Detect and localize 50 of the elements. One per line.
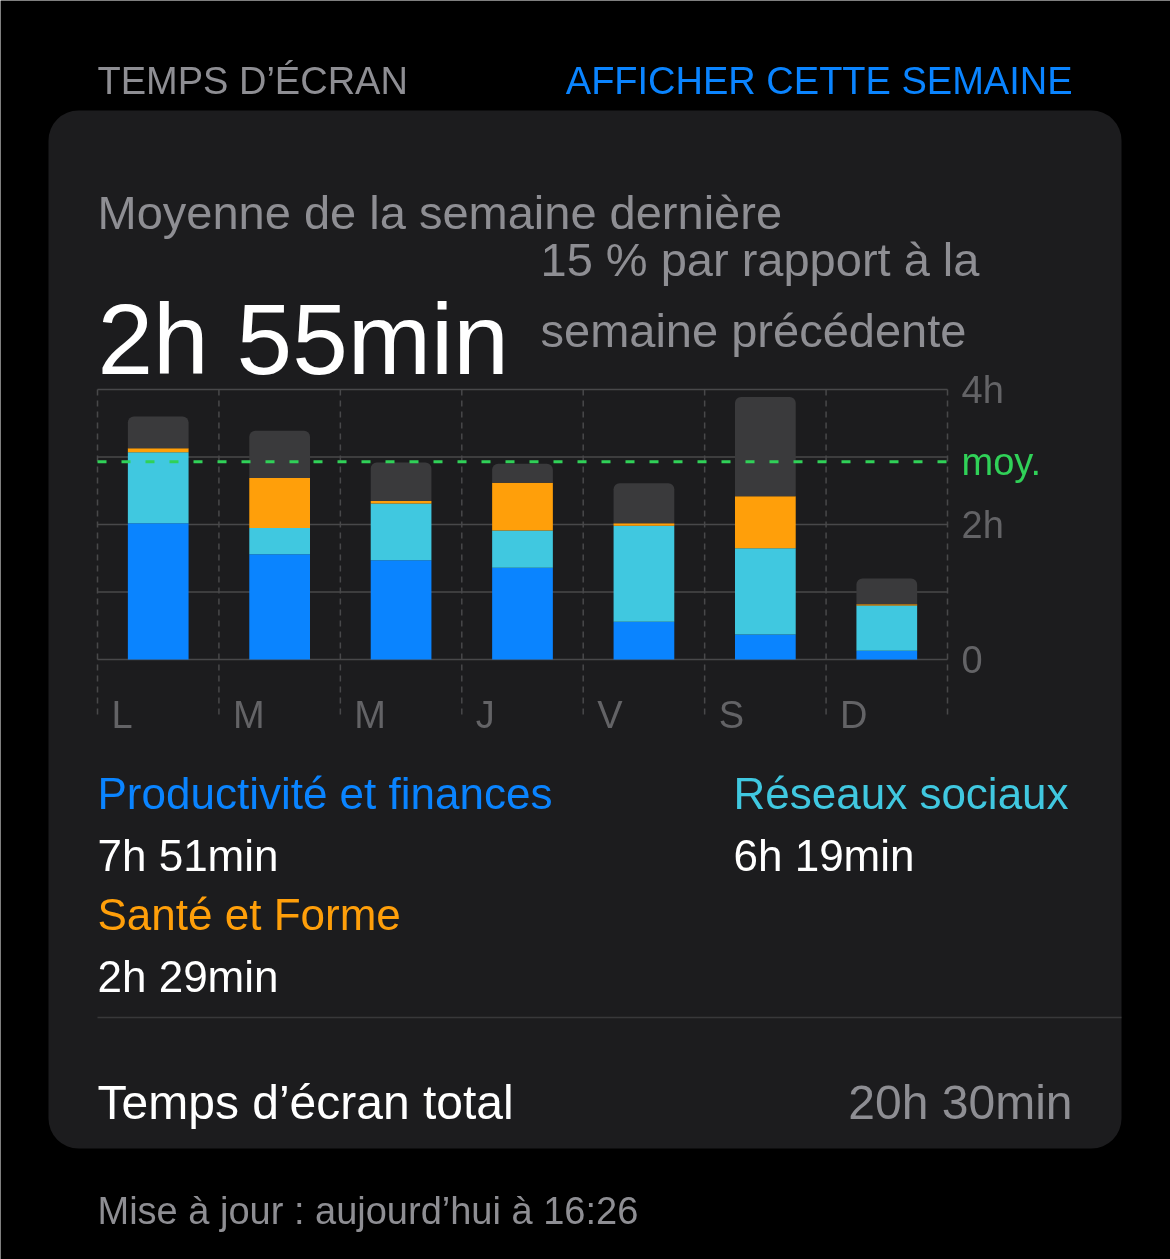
text: 7h 51min	[97, 831, 279, 880]
text: 6h 19min	[733, 831, 915, 880]
bar	[127, 523, 189, 660]
bar	[613, 483, 675, 524]
x-tick-label: V	[597, 693, 624, 736]
text: Réseaux sociaux	[733, 769, 1069, 818]
bar	[127, 452, 189, 524]
bar	[249, 554, 310, 660]
y-tick-label: 2h	[961, 503, 1004, 546]
x-tick-label: J	[475, 693, 495, 736]
x-tick-label: L	[111, 693, 133, 736]
bar	[492, 463, 553, 483]
ref-line-label: moy.	[961, 440, 1042, 483]
bar	[127, 416, 189, 449]
x-tick-label: M	[354, 693, 387, 736]
bar	[249, 430, 310, 478]
bar	[735, 496, 796, 549]
bar	[370, 560, 432, 660]
text: 2h 29min	[97, 952, 279, 1001]
bar	[613, 523, 675, 526]
text: Mise à jour : aujourd’hui à 16:26	[97, 1189, 639, 1232]
bar	[856, 605, 918, 651]
text: TEMPS D’ÉCRAN	[97, 59, 408, 102]
text: AFFICHER CETTE SEMAINE	[565, 59, 1073, 102]
bar	[370, 503, 432, 561]
text: Temps d’écran total	[97, 1076, 514, 1129]
bar	[735, 634, 796, 660]
bar	[735, 548, 796, 635]
y-tick-label: 4h	[961, 368, 1004, 411]
bar	[370, 500, 432, 504]
bar	[492, 482, 553, 531]
text: Productivité et finances	[97, 769, 553, 818]
bar	[492, 530, 553, 568]
bar	[856, 650, 918, 660]
x-tick-label: M	[232, 693, 265, 736]
bar	[370, 462, 432, 501]
bar	[492, 567, 553, 660]
bar	[735, 396, 796, 497]
x-tick-label: D	[840, 693, 868, 736]
chart-subtitle: 2h 55min	[97, 282, 509, 395]
x-tick-label: S	[718, 693, 744, 736]
bar	[856, 578, 918, 605]
text: 20h 30min	[848, 1076, 1073, 1129]
bar	[613, 621, 675, 660]
bar	[127, 448, 189, 453]
bar	[249, 527, 310, 555]
bar	[249, 477, 310, 528]
y-tick-label: 0	[961, 639, 983, 681]
bar	[613, 525, 675, 622]
text: Santé et Forme	[97, 890, 401, 939]
